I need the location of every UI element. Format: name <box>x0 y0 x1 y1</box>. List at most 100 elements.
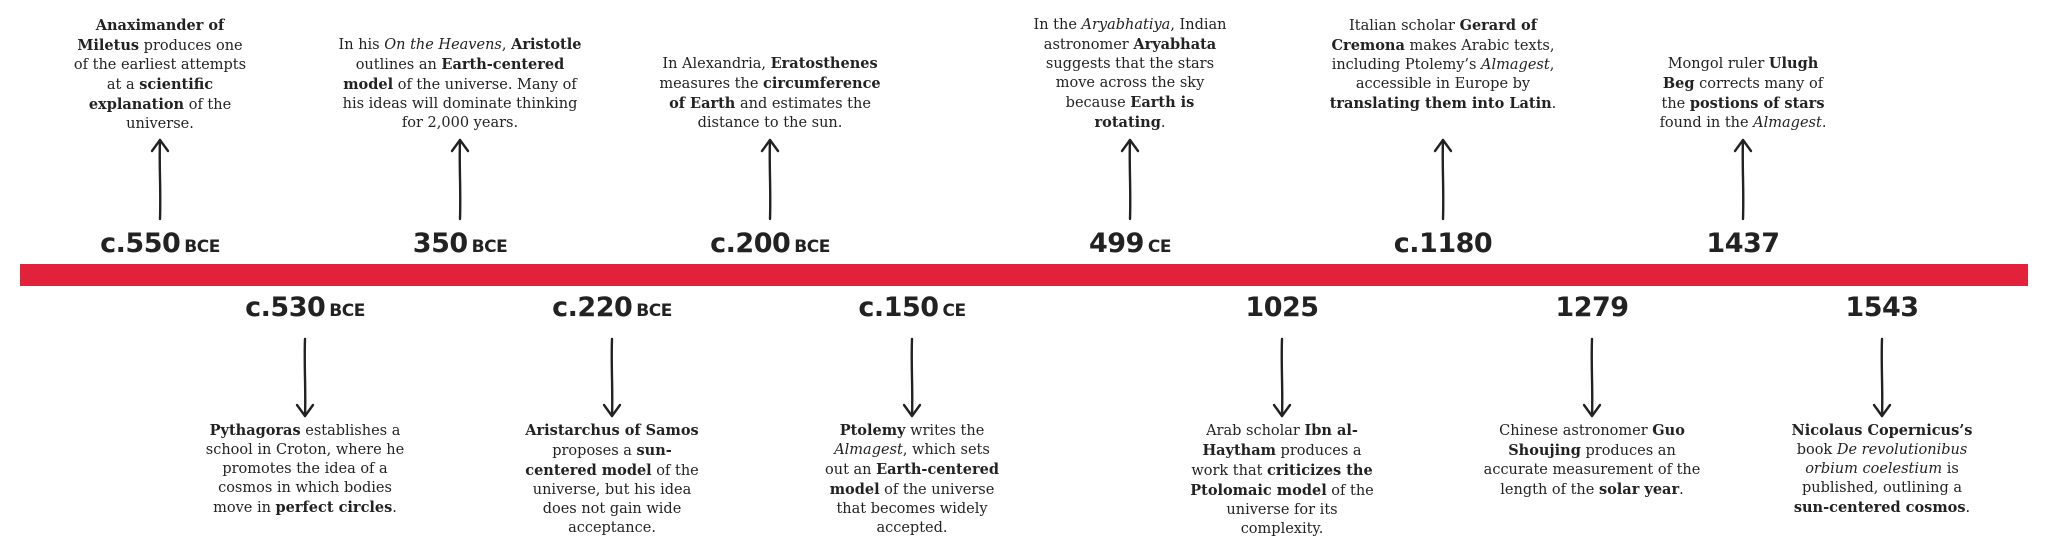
arrow-down-icon <box>602 337 622 418</box>
text-run: . <box>1965 500 1971 516</box>
event-era: CE <box>942 301 967 321</box>
arrow-head <box>295 403 315 418</box>
arrow-up-icon <box>760 138 780 221</box>
emphasis-bold: Gerard of Cremona <box>1331 17 1537 54</box>
text-run: measures the <box>659 76 764 92</box>
text-run: establishes a school in Croton, where he… <box>205 423 405 516</box>
event-era: BCE <box>471 237 508 257</box>
event-year: c.200 <box>710 228 791 259</box>
text-run: produces an accurate measurement of the … <box>1483 443 1701 498</box>
arrow-shaft <box>303 337 307 418</box>
event-year: c.1180 <box>1393 228 1493 259</box>
event-date-gerard-of-cremona: c.1180 <box>1313 228 1573 259</box>
arrow-shaft <box>1590 337 1594 418</box>
emphasis-bold: circumference of Earth <box>669 75 881 112</box>
text-run: book <box>1796 442 1837 458</box>
arrow-head <box>1433 138 1453 153</box>
title-italic: Aryabhatiya <box>1081 17 1171 33</box>
text-run: , <box>501 37 512 53</box>
event-year: c.220 <box>552 292 633 323</box>
event-date-anaximander: c.550 BCE <box>30 228 290 259</box>
emphasis-bold: Guo Shoujing <box>1508 422 1685 459</box>
event-date-aryabhata: 499 CE <box>1000 228 1260 259</box>
title-italic: Almagest <box>1481 57 1550 73</box>
event-description-anaximander: Anaximander of Miletus produces one of t… <box>73 16 248 134</box>
emphasis-bold: Ptolemy <box>839 422 906 439</box>
event-date-copernicus: 1543 <box>1752 292 2012 323</box>
emphasis-bold: sun-centered cosmos <box>1793 499 1966 516</box>
text-run: , Indian astronomer <box>1043 17 1227 53</box>
emphasis-bold: Earth-centered model <box>343 56 565 93</box>
arrow-shaft <box>610 337 614 418</box>
arrow-up-icon <box>150 138 170 221</box>
emphasis-bold: translating them into Latin <box>1329 95 1552 112</box>
emphasis-bold: Aristotle <box>511 36 582 53</box>
event-era: BCE <box>329 301 365 321</box>
emphasis-bold: Aristarchus of Samos <box>525 422 699 439</box>
arrow-shaft <box>458 138 462 221</box>
text-run: Arab scholar <box>1206 423 1305 439</box>
text-run: proposes a <box>552 443 637 459</box>
arrow-shaft <box>1280 337 1284 418</box>
arrow-down-icon <box>1272 337 1292 418</box>
text-run: corrects many of the <box>1661 76 1824 112</box>
text-run: of the universe, but his idea does not g… <box>532 463 699 536</box>
event-date-ptolemy: c.150 CE <box>782 292 1042 323</box>
event-description-copernicus: Nicolaus Copernicus’s book De revolution… <box>1785 421 1980 518</box>
event-year: 1279 <box>1555 292 1629 323</box>
arrow-down-icon <box>295 337 315 418</box>
emphasis-bold: Nicolaus Copernicus’s <box>1791 422 1973 439</box>
event-description-ulugh-beg: Mongol ruler Ulugh Beg corrects many of … <box>1651 54 1836 133</box>
text-run: . <box>1679 482 1684 498</box>
arrow-down-icon <box>902 337 922 418</box>
arrow-up-icon <box>1733 138 1753 221</box>
text-run: In the <box>1033 17 1082 33</box>
title-italic: Almagest <box>1753 115 1822 131</box>
event-date-aristarchus: c.220 BCE <box>482 292 742 323</box>
event-date-ibn-al-haytham: 1025 <box>1152 292 1412 323</box>
event-year: 1437 <box>1706 228 1780 259</box>
event-date-pythagoras: c.530 BCE <box>175 292 435 323</box>
event-description-aristotle: In his On the Heavens, Aristotle outline… <box>338 35 583 133</box>
arrow-head <box>760 138 780 153</box>
text-run: , which sets out an <box>825 442 990 478</box>
emphasis-bold: criticizes the Ptolomaic model <box>1190 462 1373 499</box>
event-year: c.150 <box>858 292 939 323</box>
text-run: and estimates the distance to the sun. <box>697 96 871 131</box>
arrow-shaft <box>1880 337 1884 418</box>
arrow-shaft <box>768 138 772 221</box>
text-run: of the universe. Many of his ideas will … <box>342 77 578 131</box>
title-italic: De revolutionibus orbium coelestium <box>1805 442 1968 477</box>
text-run: found in the <box>1659 115 1754 131</box>
event-era: CE <box>1147 237 1172 257</box>
text-run: suggests that the stars move across the … <box>1045 56 1215 111</box>
text-run: . <box>1821 115 1827 131</box>
event-date-eratosthenes: c.200 BCE <box>640 228 900 259</box>
text-run: . <box>392 500 397 516</box>
arrow-up-icon <box>450 138 470 221</box>
text-run: outlines an <box>355 57 442 73</box>
arrow-head <box>1872 403 1892 418</box>
event-year: 350 <box>412 228 468 259</box>
text-run: of the universe that becomes widely acce… <box>836 482 995 536</box>
arrow-head <box>1733 138 1753 153</box>
emphasis-bold: sun-centered model <box>525 442 672 479</box>
text-run: produces one of the earliest attempts at… <box>73 38 247 93</box>
text-run: of the universe. <box>126 97 232 132</box>
event-era: BCE <box>794 237 830 257</box>
emphasis-bold: Aryabhata <box>1133 36 1217 53</box>
arrow-shaft <box>158 138 162 221</box>
emphasis-bold: scientific explanation <box>88 76 214 113</box>
arrow-head <box>150 138 170 153</box>
event-description-ibn-al-haytham: Arab scholar Ibn al-Haytham produces a w… <box>1190 421 1375 539</box>
arrow-head <box>602 403 622 418</box>
text-run: In Alexandria, <box>662 56 771 72</box>
event-year: 1025 <box>1245 292 1319 323</box>
text-run: , accessible in Europe by <box>1355 57 1555 92</box>
event-description-aryabhata: In the Aryabhatiya, Indian astronomer Ar… <box>1030 16 1230 133</box>
emphasis-bold: Earth is rotating <box>1094 94 1195 131</box>
text-run: In his <box>338 37 385 53</box>
arrow-shaft <box>1441 138 1445 221</box>
title-italic: On the Heavens <box>384 37 502 53</box>
text-run: . <box>1551 96 1557 112</box>
